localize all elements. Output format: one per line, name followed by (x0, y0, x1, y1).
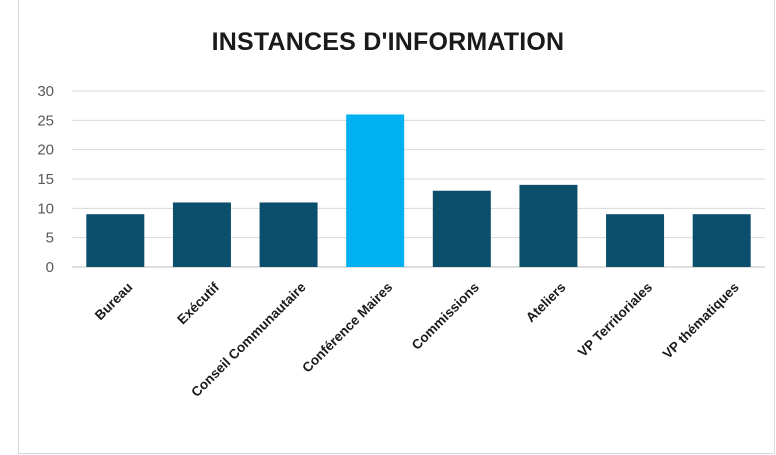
bar (86, 214, 145, 267)
y-tick-label: 5 (46, 230, 54, 247)
bar (692, 214, 751, 267)
x-tick-label: VP Territoriales (575, 280, 655, 360)
x-tick-label: Exécutif (174, 279, 222, 327)
bar (432, 190, 491, 267)
chart-title: INSTANCES D'INFORMATION (211, 28, 565, 56)
y-tick-label: 15 (37, 171, 54, 188)
x-tick-label: Bureau (92, 280, 135, 323)
x-tick-label: Commissions (409, 280, 482, 353)
bar (259, 202, 318, 267)
grid-lines (72, 90, 765, 268)
bar (519, 184, 578, 267)
y-tick-label: 30 (37, 83, 54, 100)
bar (606, 214, 665, 267)
x-tick-label: VP thématiques (660, 280, 742, 362)
bars (86, 114, 751, 267)
y-tick-label: 25 (37, 112, 54, 129)
x-tick-label: Ateliers (523, 280, 569, 326)
bar (346, 114, 405, 267)
y-tick-label: 20 (37, 142, 54, 159)
y-tick-label: 0 (46, 259, 54, 276)
x-tick-label: Conférence Maires (299, 280, 395, 376)
y-tick-labels: 0 5 10 15 20 25 30 (37, 83, 54, 276)
bar (172, 202, 231, 267)
y-tick-label: 10 (37, 200, 54, 217)
